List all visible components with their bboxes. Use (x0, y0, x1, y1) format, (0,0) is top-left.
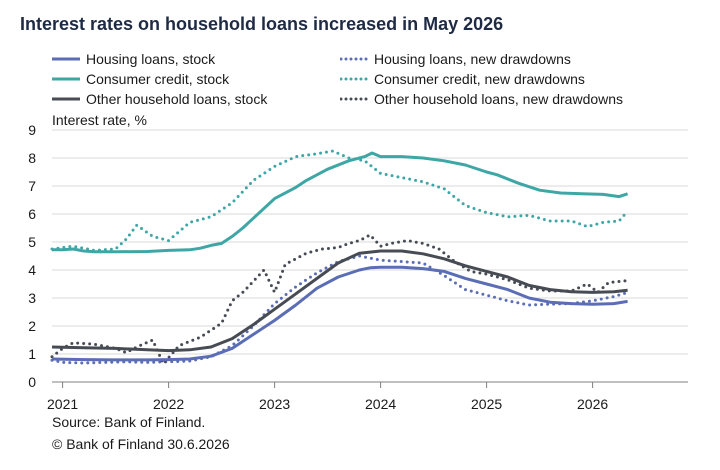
y-tick-label: 8 (28, 150, 36, 166)
y-axis-label: Interest rate, % (52, 112, 147, 128)
legend-swatch (340, 57, 368, 61)
series-line-0 (51, 265, 628, 362)
legend-label: Housing loans, new drawdowns (374, 51, 571, 67)
x-tick-label: 2024 (365, 396, 396, 412)
chart-title: Interest rates on household loans increa… (20, 14, 504, 34)
y-tick-label: 5 (28, 234, 36, 250)
legend-label: Consumer credit, new drawdowns (374, 71, 585, 87)
legend-label: Housing loans, stock (86, 51, 216, 67)
series-line-2 (51, 249, 628, 353)
legend-swatch (340, 97, 368, 101)
series-line-3 (50, 254, 630, 365)
x-tick-label: 2021 (47, 396, 78, 412)
legend-swatch (52, 77, 80, 81)
y-tick-label: 2 (28, 318, 36, 334)
legend-label: Other household loans, new drawdowns (374, 91, 624, 107)
legend-swatch (340, 77, 368, 81)
legend-item-consumer-stock: Consumer credit, stock (52, 70, 229, 88)
legend-item-other-stock: Other household loans, stock (52, 90, 267, 108)
grid (52, 129, 688, 355)
legend-item-other-new: Other household loans, new drawdowns (340, 90, 623, 108)
y-tick-label: 0 (28, 374, 36, 390)
series-line-1 (52, 151, 629, 254)
legend-label: Consumer credit, stock (86, 71, 230, 87)
source-note: Source: Bank of Finland. (52, 414, 206, 430)
legend-item-housing-new: Housing loans, new drawdowns (340, 50, 571, 68)
legend-swatch (52, 57, 80, 61)
x-tick-label: 2025 (471, 396, 502, 412)
copyright-note: © Bank of Finland 30.6.2026 (52, 436, 230, 452)
y-tick-label: 7 (28, 178, 36, 194)
legend-swatch (52, 97, 80, 101)
x-tick-label: 2023 (259, 396, 290, 412)
legend-item-consumer-new: Consumer credit, new drawdowns (340, 70, 585, 88)
y-tick-label: 1 (28, 346, 36, 362)
axes: 0 1 2 3 4 5 6 7 8 9 2021 2022 2023 2024 2025 2026 (28, 122, 688, 412)
series-lines (50, 149, 630, 366)
y-tick-label: 9 (28, 122, 36, 138)
legend-item-housing-stock: Housing loans, stock (52, 50, 215, 68)
x-tick-label: 2022 (153, 396, 184, 412)
y-tick-label: 3 (28, 290, 36, 306)
x-tick-label: 2026 (577, 396, 608, 412)
legend-label: Other household loans, stock (86, 91, 268, 107)
y-tick-label: 4 (28, 262, 36, 278)
y-tick-label: 6 (28, 206, 36, 222)
